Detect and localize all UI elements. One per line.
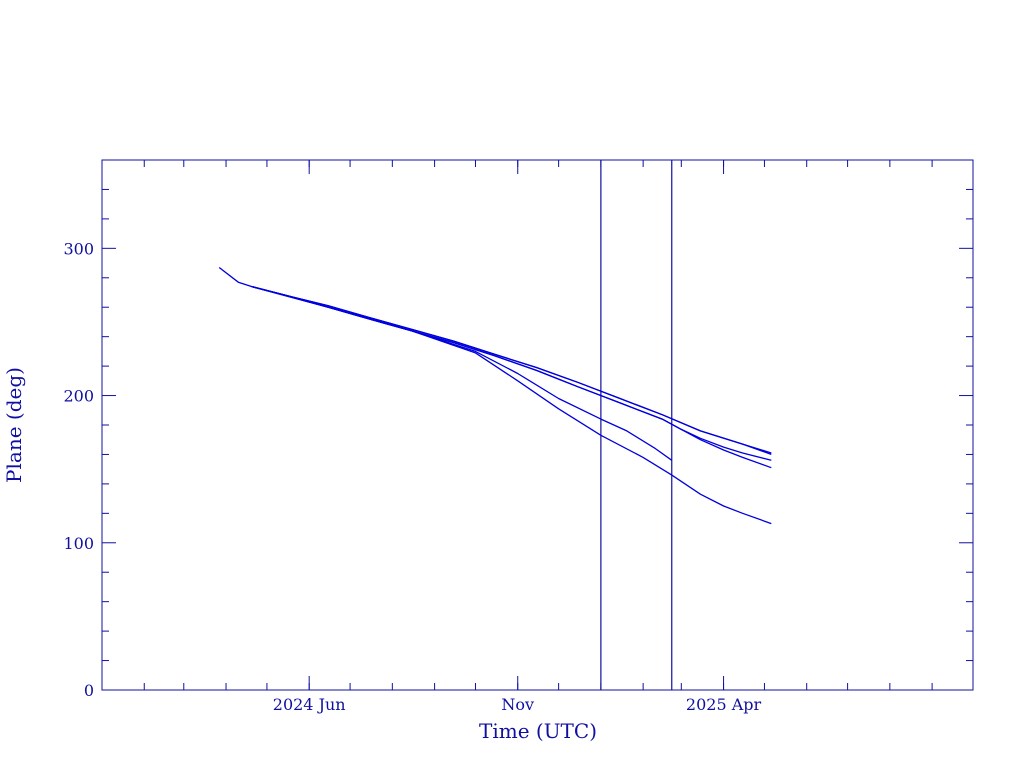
y-tick-label: 0 [84, 681, 94, 700]
x-axis-title: Time (UTC) [479, 719, 597, 743]
series-line [251, 285, 673, 461]
y-tick-label: 100 [63, 534, 94, 553]
y-tick-label: 200 [63, 387, 94, 406]
vertical-markers [600, 160, 673, 690]
tick-labels: 0 100 200 300 2024 Jun Nov 2025 Apr [63, 239, 761, 714]
y-tick-label: 300 [63, 239, 94, 258]
x-tick-label: Nov [501, 695, 534, 714]
x-tick-label: 2025 Apr [686, 695, 762, 714]
data-series [218, 266, 772, 525]
series-line [251, 285, 772, 456]
x-tick-label: 2024 Jun [273, 695, 346, 714]
plot-frame [101, 159, 974, 691]
series-line [251, 285, 772, 525]
y-axis-title: Plane (deg) [2, 367, 26, 483]
axis-ticks [102, 159, 973, 691]
series-line [251, 285, 772, 461]
